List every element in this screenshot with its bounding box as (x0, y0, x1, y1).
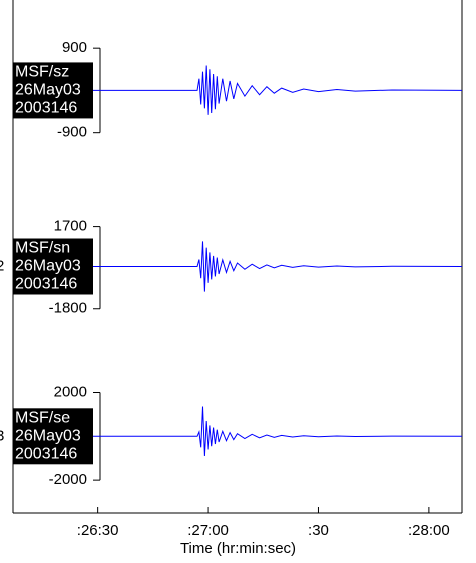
x-tick-label: :28:00 (408, 522, 450, 539)
trace-number: 2 (0, 257, 4, 274)
station-label: 2003146 (15, 276, 77, 293)
trace-number: 3 (0, 427, 4, 444)
waveform (13, 406, 463, 457)
y-tick-label: -2000 (49, 471, 87, 488)
waveform (13, 241, 463, 292)
station-label-box (13, 408, 93, 465)
x-tick-label: :30 (308, 522, 329, 539)
station-label: 2003146 (15, 100, 77, 117)
station-label-box (13, 62, 93, 119)
station-label: MSF/se (15, 410, 70, 427)
y-tick-label: 900 (62, 39, 87, 56)
station-label-box (13, 238, 93, 295)
x-tick-label: :26:30 (77, 522, 119, 539)
station-label: 26May03 (15, 258, 81, 275)
y-tick-label: -1800 (49, 300, 87, 317)
y-tick-label: 1700 (54, 218, 87, 235)
station-label: 26May03 (15, 82, 81, 99)
y-tick-label: 2000 (54, 383, 87, 400)
station-label: 2003146 (15, 446, 77, 463)
x-axis-label: Time (hr:min:sec) (180, 540, 296, 557)
station-label: MSF/sn (15, 240, 70, 257)
y-tick-label: -900 (57, 124, 87, 141)
station-label: MSF/sz (15, 64, 69, 81)
x-tick-label: :27:00 (187, 522, 229, 539)
waveform (13, 65, 463, 115)
station-label: 26May03 (15, 428, 81, 445)
